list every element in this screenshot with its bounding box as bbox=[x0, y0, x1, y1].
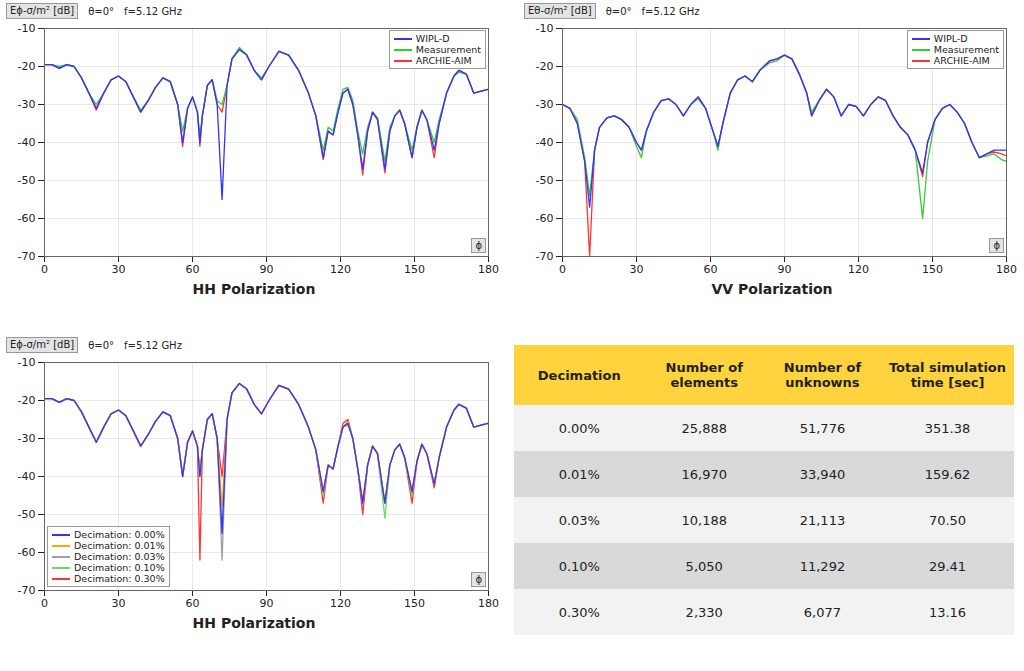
html-text:θ=0°: θ=0° bbox=[605, 5, 632, 17]
html-text:159.62: 159.62 bbox=[924, 466, 971, 482]
svg-text:30: 30 bbox=[112, 263, 126, 276]
svg-text:-30: -30 bbox=[18, 98, 36, 111]
svg-text:-10: -10 bbox=[18, 22, 36, 35]
html-text:WIPL-D: WIPL-D bbox=[415, 33, 450, 44]
svg-text:-10: -10 bbox=[18, 356, 36, 369]
svg-text:180: 180 bbox=[478, 597, 499, 610]
svg-text:-50: -50 bbox=[18, 174, 36, 187]
svg-text:180: 180 bbox=[996, 263, 1017, 276]
svg-text:-60: -60 bbox=[18, 546, 36, 559]
html-text:Eθ-σ/m² [dB]: Eθ-σ/m² [dB] bbox=[528, 5, 592, 16]
svg-text:-20: -20 bbox=[536, 60, 554, 73]
html-text:Measurement: Measurement bbox=[415, 44, 481, 55]
html-text:Eϕ-σ/m² [dB]: Eϕ-σ/m² [dB] bbox=[10, 5, 75, 16]
svg-text:150: 150 bbox=[404, 597, 425, 610]
html-text:10,188: 10,188 bbox=[681, 512, 727, 528]
svg-text:-20: -20 bbox=[18, 394, 36, 407]
html-text:ϕ: ϕ bbox=[475, 574, 482, 585]
svg-text:180: 180 bbox=[478, 263, 499, 276]
html-text:θ=0°: θ=0° bbox=[88, 5, 114, 17]
svg-text:120: 120 bbox=[330, 263, 351, 276]
svg-text:60: 60 bbox=[704, 263, 718, 276]
html-text:ARCHIE-AIM: ARCHIE-AIM bbox=[415, 55, 472, 66]
html-text:51,776: 51,776 bbox=[799, 420, 846, 436]
html-text:Number of unknowns: Number of unknowns bbox=[783, 360, 862, 390]
svg-text:0: 0 bbox=[41, 597, 48, 610]
html-text:0.10%: 0.10% bbox=[558, 558, 600, 574]
html-text:2,330: 2,330 bbox=[685, 604, 723, 620]
html-text:Decimation: 0.03%: Decimation: 0.03% bbox=[74, 551, 165, 562]
svg-text:-60: -60 bbox=[18, 212, 36, 225]
svg-text:0: 0 bbox=[41, 263, 48, 276]
html-text:Decimation: 0.30%: Decimation: 0.30% bbox=[74, 573, 165, 584]
svg-text:-30: -30 bbox=[18, 432, 36, 445]
svg-text:90: 90 bbox=[260, 263, 274, 276]
html-text:Eϕ-σ/m² [dB]: Eϕ-σ/m² [dB] bbox=[10, 339, 75, 350]
svg-text:-40: -40 bbox=[18, 136, 36, 149]
html-text:θ=0°: θ=0° bbox=[88, 339, 114, 351]
svg-text:-50: -50 bbox=[536, 174, 554, 187]
svg-text:-70: -70 bbox=[536, 250, 554, 263]
html-text:33,940: 33,940 bbox=[799, 466, 846, 482]
html-text:HH Polarization: HH Polarization bbox=[192, 615, 316, 631]
html-text:6,077: 6,077 bbox=[803, 604, 841, 620]
html-text:5,050: 5,050 bbox=[685, 558, 723, 574]
svg-text:30: 30 bbox=[112, 597, 126, 610]
html-text:11,292: 11,292 bbox=[799, 558, 846, 574]
svg-text:-40: -40 bbox=[536, 136, 554, 149]
html-text:WIPL-D: WIPL-D bbox=[933, 33, 968, 44]
html-text:f=5.12 GHz: f=5.12 GHz bbox=[124, 339, 182, 351]
svg-text:-50: -50 bbox=[18, 508, 36, 521]
svg-text:-30: -30 bbox=[536, 98, 554, 111]
html-text:0.30%: 0.30% bbox=[558, 604, 600, 620]
html-text:0.01%: 0.01% bbox=[558, 466, 600, 482]
html-text:351.38: 351.38 bbox=[924, 420, 971, 436]
html-text:Measurement: Measurement bbox=[933, 44, 999, 55]
svg-text:-10: -10 bbox=[536, 22, 554, 35]
html-text:Total simulation time [sec]: Total simulation time [sec] bbox=[888, 360, 1007, 390]
svg-text:150: 150 bbox=[922, 263, 943, 276]
svg-text:-70: -70 bbox=[18, 584, 36, 597]
html-text:Decimation: 0.10%: Decimation: 0.10% bbox=[74, 562, 165, 573]
html-text:f=5.12 GHz: f=5.12 GHz bbox=[641, 5, 700, 17]
html-text:13.16: 13.16 bbox=[928, 604, 967, 620]
svg-text:60: 60 bbox=[186, 263, 200, 276]
html-text:0.03%: 0.03% bbox=[558, 512, 600, 528]
svg-text:90: 90 bbox=[778, 263, 792, 276]
svg-text:0: 0 bbox=[559, 263, 566, 276]
svg-text:120: 120 bbox=[848, 263, 869, 276]
html-text:Decimation: Decimation bbox=[537, 367, 621, 383]
svg-text:120: 120 bbox=[330, 597, 351, 610]
html-text:0.00%: 0.00% bbox=[558, 420, 600, 436]
html-text:29.41: 29.41 bbox=[928, 558, 967, 574]
html-text:ϕ: ϕ bbox=[993, 240, 1000, 251]
html-text:HH Polarization: HH Polarization bbox=[192, 281, 316, 297]
svg-text:150: 150 bbox=[404, 263, 425, 276]
html-text:25,888: 25,888 bbox=[681, 420, 727, 436]
html-text:16,970: 16,970 bbox=[681, 466, 727, 482]
svg-text:-20: -20 bbox=[18, 60, 36, 73]
html-text:ARCHIE-AIM: ARCHIE-AIM bbox=[933, 55, 990, 66]
html-text:Decimation: 0.00%: Decimation: 0.00% bbox=[74, 529, 165, 540]
svg-text:60: 60 bbox=[186, 597, 200, 610]
html-text:Number of elements: Number of elements bbox=[665, 360, 743, 390]
svg-text:30: 30 bbox=[630, 263, 644, 276]
html-text:VV Polarization: VV Polarization bbox=[711, 281, 833, 297]
html-text:ϕ: ϕ bbox=[475, 240, 482, 251]
svg-text:90: 90 bbox=[260, 597, 274, 610]
svg-text:-40: -40 bbox=[18, 470, 36, 483]
html-text:21,113: 21,113 bbox=[799, 512, 846, 528]
svg-text:-60: -60 bbox=[536, 212, 554, 225]
html-text:f=5.12 GHz: f=5.12 GHz bbox=[124, 5, 182, 17]
html-text:70.50: 70.50 bbox=[928, 512, 967, 528]
html-text:Decimation: 0.01%: Decimation: 0.01% bbox=[74, 540, 165, 551]
svg-text:-70: -70 bbox=[18, 250, 36, 263]
